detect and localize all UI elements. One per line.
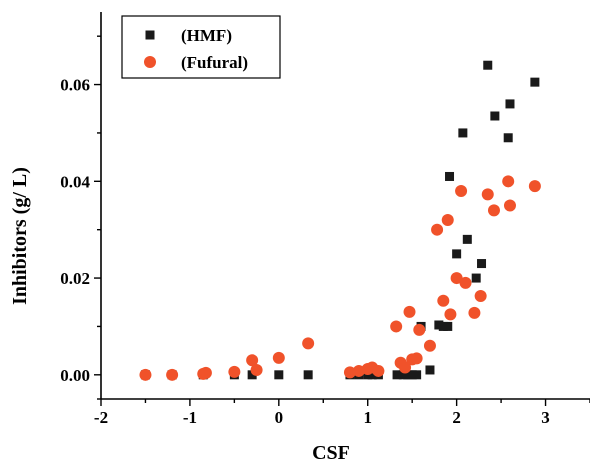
hmf-point xyxy=(477,259,487,269)
fufural-point xyxy=(528,180,541,193)
legend-label: (Fufural) xyxy=(181,53,248,72)
fufural-point xyxy=(343,366,356,379)
fufural-point xyxy=(423,339,436,352)
tick-marks xyxy=(94,35,590,406)
hmf-point xyxy=(452,249,462,259)
hmf-point xyxy=(503,133,513,143)
fufural-point xyxy=(166,368,179,381)
hmf-point xyxy=(462,234,472,244)
y-tick-label: 0.02 xyxy=(60,269,90,288)
fufural-point xyxy=(199,366,212,379)
fufural-point xyxy=(302,337,315,350)
y-axis-title: Inhibitors (g/ L) xyxy=(9,167,31,305)
fufural-point xyxy=(403,305,416,318)
hmf-point xyxy=(392,370,402,380)
legend: (HMF) (Fufural) xyxy=(121,15,281,79)
fufural-point xyxy=(441,214,454,227)
series-fufural xyxy=(139,175,541,381)
legend-box xyxy=(121,15,281,79)
hmf-point xyxy=(247,370,257,380)
x-tick-label: 1 xyxy=(363,408,372,427)
x-axis-title: CSF xyxy=(312,442,350,464)
fufural-point xyxy=(474,289,487,302)
y-tick-label: 0.06 xyxy=(60,76,90,95)
fufural-point xyxy=(228,365,241,378)
hmf-point xyxy=(303,370,313,380)
fufural-point xyxy=(399,361,412,374)
hmf-point xyxy=(490,111,500,121)
legend-fufural-marker xyxy=(144,56,156,68)
hmf-point xyxy=(445,171,455,181)
x-tick-label: 2 xyxy=(452,408,461,427)
y-tick-label: 0.04 xyxy=(60,172,90,191)
y-tick-label: 0.00 xyxy=(60,366,90,385)
fufural-point xyxy=(444,308,457,321)
fufural-point xyxy=(372,364,385,377)
fufural-point xyxy=(459,276,472,289)
x-tick-label: -1 xyxy=(183,408,197,427)
fufural-point xyxy=(246,354,259,367)
x-tick-label: -2 xyxy=(94,408,108,427)
x-tick-label: 0 xyxy=(275,408,284,427)
fufural-point xyxy=(413,323,426,336)
hmf-point xyxy=(505,99,515,109)
hmf-point xyxy=(367,370,377,380)
fufural-point xyxy=(455,184,468,197)
hmf-point xyxy=(458,128,468,138)
fufural-point xyxy=(431,223,444,236)
fufural-point xyxy=(481,188,494,201)
legend-hmf-marker xyxy=(145,30,155,40)
hmf-point xyxy=(274,370,284,380)
hmf-point xyxy=(425,365,435,375)
tick-labels: -2 -1 0 1 2 3 0.00 0.02 0.04 0.06 xyxy=(60,76,550,427)
data-points xyxy=(139,60,541,381)
fufural-point xyxy=(410,352,423,365)
fufural-point xyxy=(250,363,263,376)
hmf-point xyxy=(530,77,540,87)
fufural-point xyxy=(450,272,463,285)
hmf-point xyxy=(471,273,481,283)
fufural-point xyxy=(437,294,450,307)
series-hmf xyxy=(140,60,540,380)
fufural-point xyxy=(503,199,516,212)
fufural-point xyxy=(468,306,481,319)
fufural-point xyxy=(272,351,285,364)
fufural-point xyxy=(502,175,515,188)
hmf-point xyxy=(412,370,422,380)
x-tick-label: 3 xyxy=(541,408,550,427)
fufural-point xyxy=(487,204,500,217)
legend-label: (HMF) xyxy=(181,26,232,45)
hmf-point xyxy=(483,60,493,70)
fufural-point xyxy=(390,320,403,333)
hmf-point xyxy=(443,321,453,331)
fufural-point xyxy=(139,368,152,381)
axes xyxy=(100,12,590,400)
